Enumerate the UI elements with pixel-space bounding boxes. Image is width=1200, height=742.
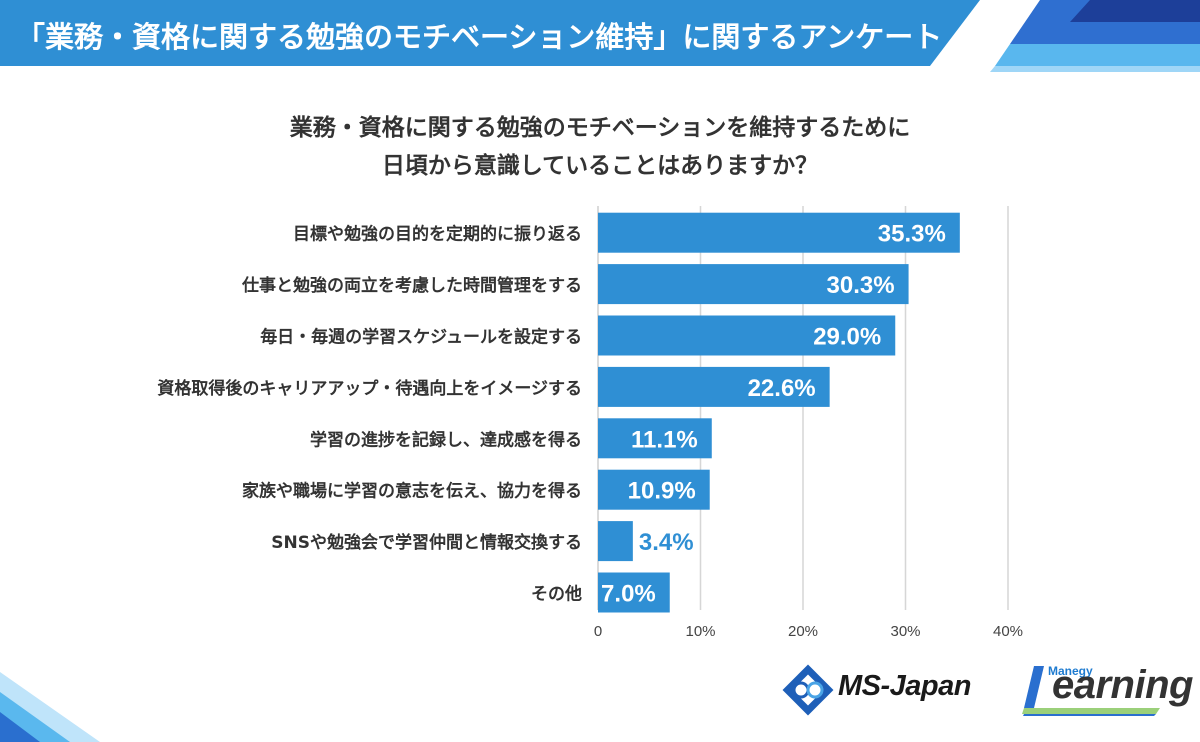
category-label: 家族や職場に学習の意志を伝え、協力を得る <box>242 481 582 502</box>
ms-japan-logo-icon <box>782 664 834 716</box>
bar <box>598 366 830 407</box>
learning-logo-text: earning <box>1052 663 1193 707</box>
value-label: 7.0% <box>601 581 656 608</box>
page-title: 「業務・資格に関する勉強のモチベーション維持」に関するアンケート <box>16 20 943 54</box>
bar <box>598 521 633 562</box>
category-label: 目標や勉強の目的を定期的に振り返る <box>293 224 582 245</box>
x-tick-label: 0 <box>594 623 602 640</box>
question-line-1: 業務・資格に関する勉強のモチベーションを維持するために <box>289 115 911 141</box>
bar <box>598 264 909 305</box>
learning-logo-mark <box>1022 666 1160 716</box>
value-label: 30.3% <box>827 272 895 299</box>
bar <box>598 469 710 510</box>
category-label: 毎日・毎週の学習スケジュールを設定する <box>260 327 582 348</box>
bar <box>598 212 960 253</box>
ms-japan-logo-text: MS-Japan <box>838 670 971 702</box>
header-banner <box>0 0 1200 72</box>
question-line-2: 日頃から意識していることはありますか？ <box>381 153 819 179</box>
x-tick-label: 20% <box>788 623 818 640</box>
category-label: 資格取得後のキャリアアップ・待遇向上をイメージする <box>157 378 582 399</box>
x-tick-label: 10% <box>685 623 715 640</box>
value-label: 35.3% <box>878 221 946 248</box>
value-label: 10.9% <box>628 478 696 505</box>
category-label: 学習の進捗を記録し、達成感を得る <box>310 429 582 450</box>
value-label: 22.6% <box>748 375 816 402</box>
category-label: 仕事と勉強の両立を考慮した時間管理をする <box>241 275 582 296</box>
bar <box>598 418 712 459</box>
manegy-logo-text: Manegy <box>1048 664 1093 678</box>
bar <box>598 572 670 613</box>
value-label: 11.1% <box>631 426 698 453</box>
category-label: その他 <box>531 584 582 605</box>
corner-decoration <box>0 672 100 742</box>
category-label: SNSや勉強会で学習仲間と情報交換する <box>271 532 582 553</box>
value-label: 29.0% <box>813 324 881 351</box>
x-tick-label: 30% <box>890 623 920 640</box>
x-tick-label: 40% <box>993 623 1023 640</box>
value-label: 3.4% <box>639 529 694 556</box>
bar <box>598 315 896 356</box>
